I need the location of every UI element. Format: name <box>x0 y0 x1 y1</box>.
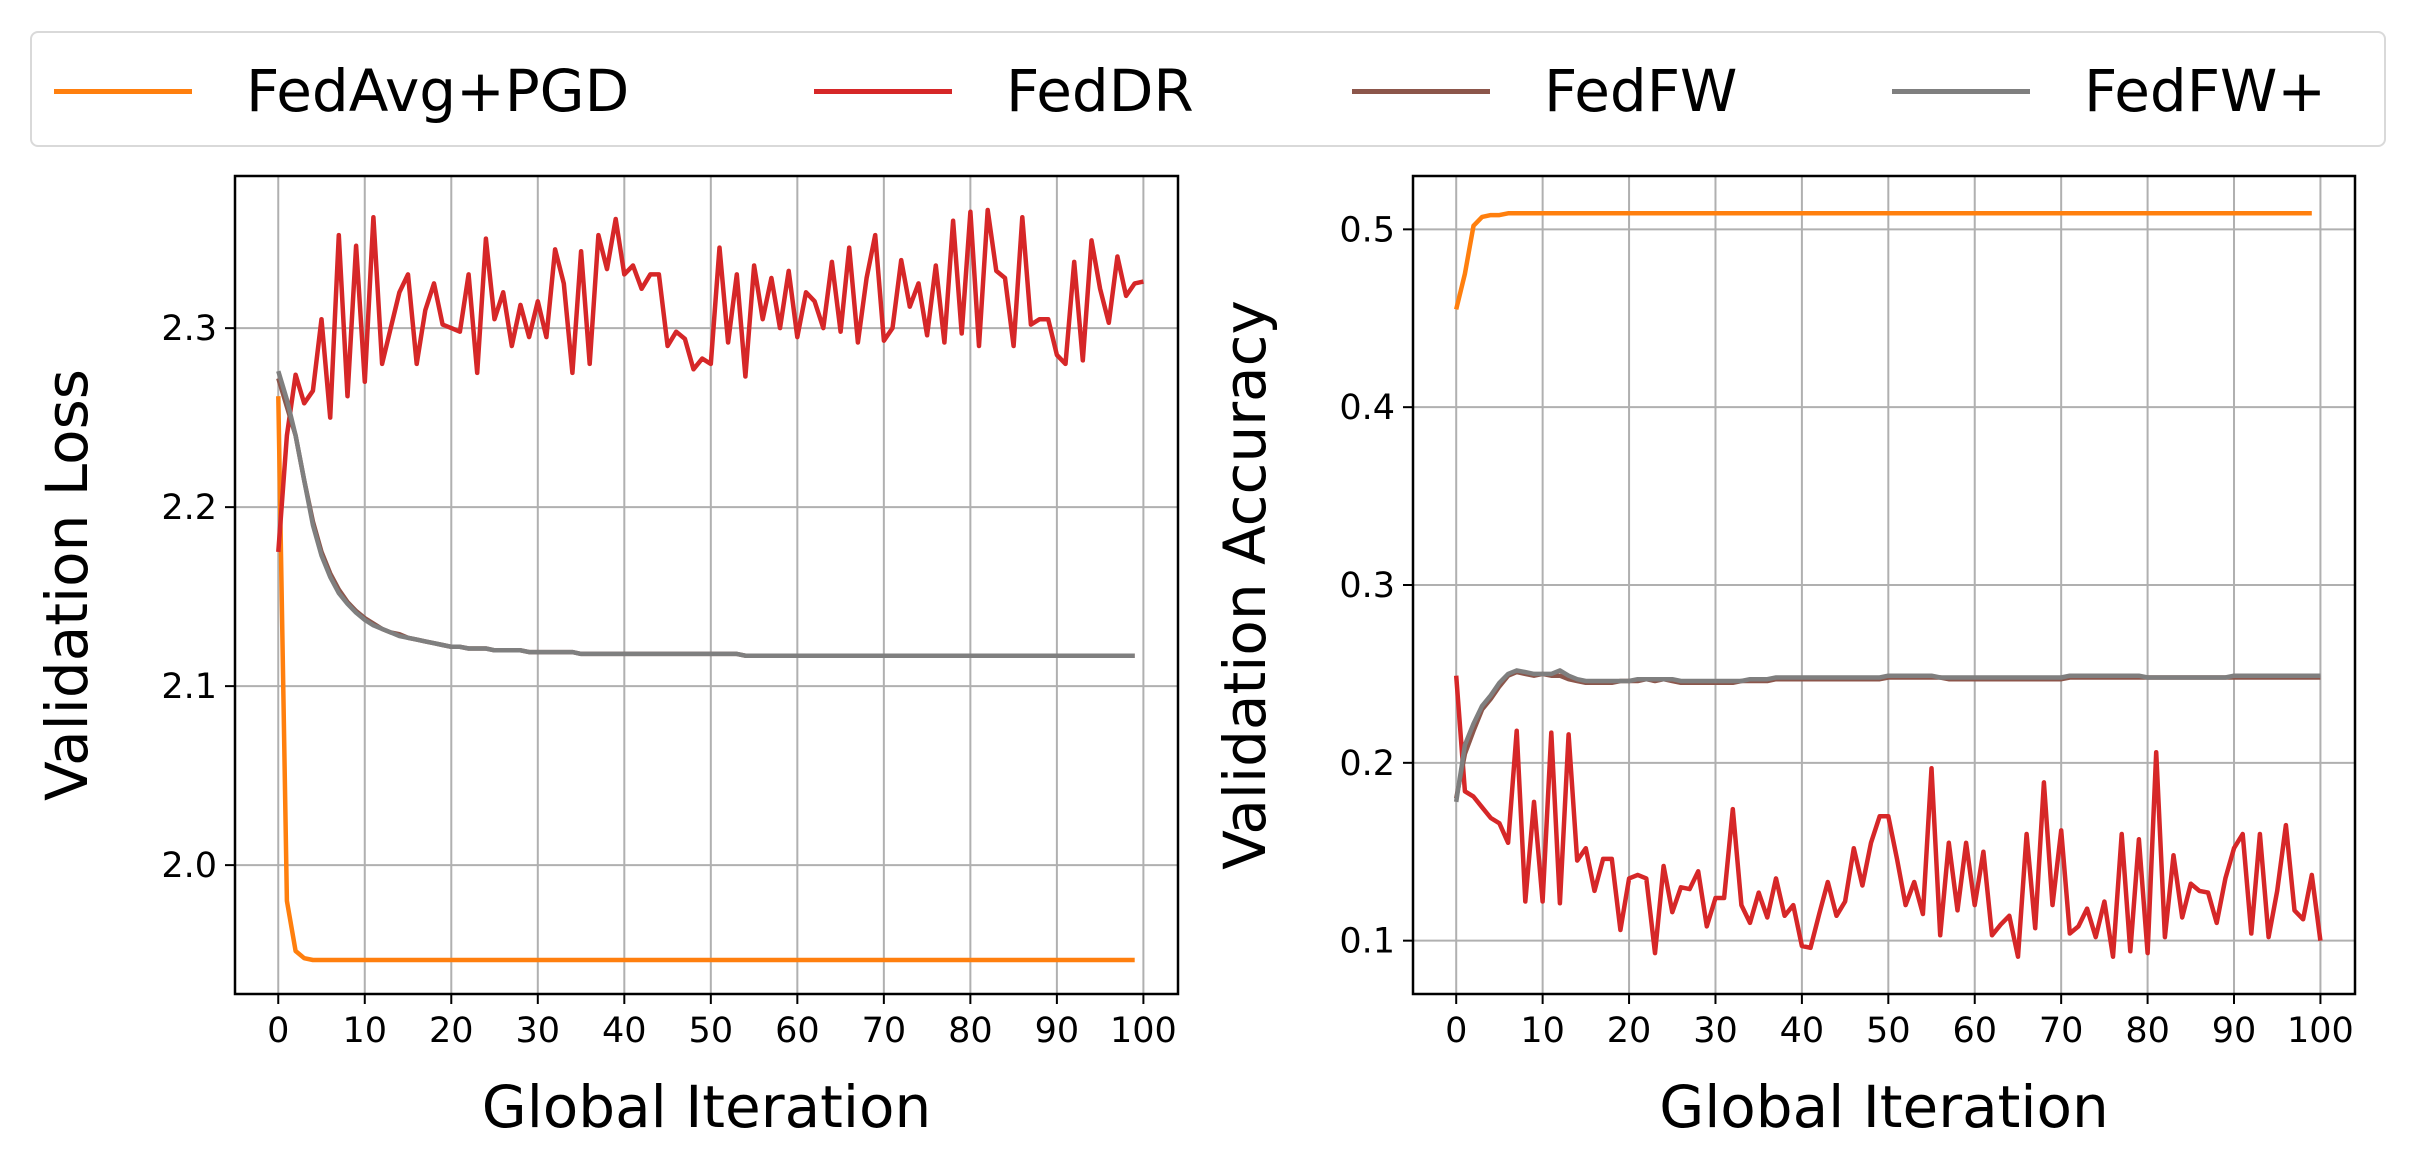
loss-ylabel: Validation Loss <box>33 369 101 801</box>
loss-xtick-label: 90 <box>1035 1011 1080 1051</box>
loss-ytick-label: 2.0 <box>161 846 217 886</box>
legend-item-feddr: FedDR <box>814 33 1194 149</box>
loss-xtick-label: 60 <box>775 1011 820 1051</box>
loss-xtick-label: 80 <box>948 1011 993 1051</box>
legend-swatch-feddr <box>814 88 952 94</box>
accuracy-xtick-label: 60 <box>1952 1011 1997 1051</box>
loss-ytick-label: 2.2 <box>161 488 217 528</box>
accuracy-xlabel: Global Iteration <box>1659 1073 2108 1141</box>
accuracy-xtick-label: 100 <box>2287 1011 2354 1051</box>
loss-ytick-label: 2.3 <box>161 309 217 349</box>
legend-label-fedavg-pgd: FedAvg+PGD <box>246 57 630 125</box>
accuracy-xtick-label: 90 <box>2212 1011 2257 1051</box>
legend-label-fedfw: FedFW <box>1544 57 1738 125</box>
legend-item-fedfw-plus: FedFW+ <box>1892 33 2326 149</box>
accuracy-ylabel: Validation Accuracy <box>1211 300 1279 870</box>
loss-xtick-label: 70 <box>862 1011 907 1051</box>
loss-xtick-label: 100 <box>1110 1011 1177 1051</box>
loss-xtick-label: 50 <box>689 1011 734 1051</box>
loss-ytick-label: 2.1 <box>161 667 217 707</box>
accuracy-xtick-label: 20 <box>1607 1011 1652 1051</box>
legend-swatch-fedavg-pgd <box>54 88 192 94</box>
accuracy-ytick-label: 0.5 <box>1339 210 1395 250</box>
accuracy-xtick-label: 40 <box>1780 1011 1825 1051</box>
accuracy-series-fedavg-pluspgd <box>1454 211 2312 310</box>
loss-xtick-label: 40 <box>602 1011 647 1051</box>
legend: FedAvg+PGD FedDR FedFW FedFW+ <box>30 31 2386 147</box>
loss-xtick-label: 30 <box>516 1011 561 1051</box>
loss-xtick-label: 10 <box>342 1011 387 1051</box>
loss-xtick-label: 20 <box>429 1011 474 1051</box>
loss-axes-frame <box>233 174 1180 996</box>
accuracy-xtick-label: 80 <box>2125 1011 2170 1051</box>
loss-series-fedavg-pluspgd <box>276 396 1135 963</box>
loss-chart: 0 10 20 30 40 50 60 70 80 90 100 2.0 2.1 2.2 2.3 Global… <box>33 174 1180 1141</box>
legend-item-fedavg-pgd: FedAvg+PGD <box>54 33 629 149</box>
accuracy-xtick-label: 50 <box>1866 1011 1911 1051</box>
loss-series-feddr <box>276 207 1144 553</box>
loss-xlabel: Global Iteration <box>482 1073 931 1141</box>
accuracy-xtick-label: 0 <box>1445 1011 1467 1051</box>
legend-label-fedfw-plus: FedFW+ <box>2084 57 2326 125</box>
accuracy-xtick-label: 10 <box>1520 1011 1565 1051</box>
legend-swatch-fedfw <box>1352 88 1490 94</box>
accuracy-ytick-label: 0.1 <box>1339 922 1395 962</box>
accuracy-series-feddr <box>1453 675 2323 959</box>
loss-xtick-label: 0 <box>267 1011 289 1051</box>
loss-series-fedfw-plus <box>276 370 1135 658</box>
accuracy-ytick-label: 0.4 <box>1339 388 1395 428</box>
accuracy-series-fedfw-plus <box>1453 668 2321 803</box>
legend-item-fedfw: FedFW <box>1352 33 1737 149</box>
accuracy-ytick-label: 0.3 <box>1339 566 1395 606</box>
loss-series-fedfw <box>276 377 1135 658</box>
legend-label-feddr: FedDR <box>1006 57 1194 125</box>
accuracy-xtick-label: 30 <box>1693 1011 1738 1051</box>
accuracy-chart: 0 10 20 30 40 50 60 70 80 90 100 0.1 0.2 0.3 0.4 0.5 Glo… <box>1211 174 2357 1141</box>
legend-swatch-fedfw-plus <box>1892 88 2030 94</box>
accuracy-xtick-label: 70 <box>2039 1011 2084 1051</box>
accuracy-ytick-label: 0.2 <box>1339 744 1395 784</box>
